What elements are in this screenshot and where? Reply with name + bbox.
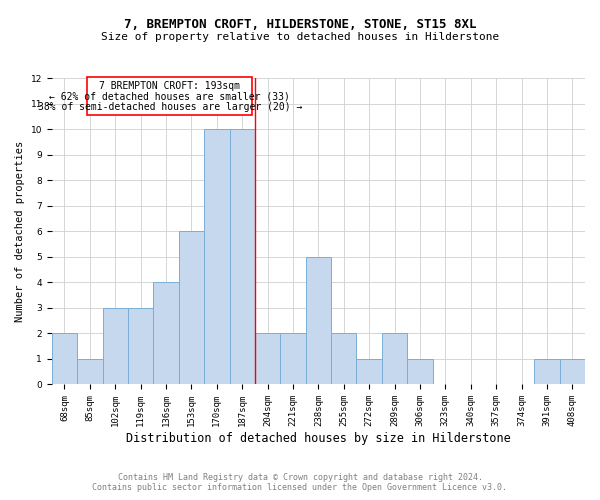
Text: 7, BREMPTON CROFT, HILDERSTONE, STONE, ST15 8XL: 7, BREMPTON CROFT, HILDERSTONE, STONE, S… xyxy=(124,18,476,30)
Bar xyxy=(534,359,560,384)
Text: Contains HM Land Registry data © Crown copyright and database right 2024.
Contai: Contains HM Land Registry data © Crown c… xyxy=(92,473,508,492)
Bar xyxy=(560,359,585,384)
Text: Size of property relative to detached houses in Hilderstone: Size of property relative to detached ho… xyxy=(101,32,499,42)
Bar xyxy=(77,359,103,384)
FancyBboxPatch shape xyxy=(88,77,253,116)
Y-axis label: Number of detached properties: Number of detached properties xyxy=(15,141,25,322)
Bar xyxy=(382,334,407,384)
Bar xyxy=(128,308,154,384)
Bar xyxy=(407,359,433,384)
Bar xyxy=(204,130,230,384)
Bar xyxy=(52,334,77,384)
Bar xyxy=(331,334,356,384)
Bar xyxy=(154,282,179,384)
Bar xyxy=(179,232,204,384)
Bar xyxy=(230,130,255,384)
Bar xyxy=(356,359,382,384)
Text: 38% of semi-detached houses are larger (20) →: 38% of semi-detached houses are larger (… xyxy=(38,102,302,112)
X-axis label: Distribution of detached houses by size in Hilderstone: Distribution of detached houses by size … xyxy=(126,432,511,445)
Bar xyxy=(305,257,331,384)
Text: ← 62% of detached houses are smaller (33): ← 62% of detached houses are smaller (33… xyxy=(49,92,290,102)
Bar xyxy=(103,308,128,384)
Bar xyxy=(255,334,280,384)
Text: 7 BREMPTON CROFT: 193sqm: 7 BREMPTON CROFT: 193sqm xyxy=(100,80,241,90)
Bar xyxy=(280,334,305,384)
